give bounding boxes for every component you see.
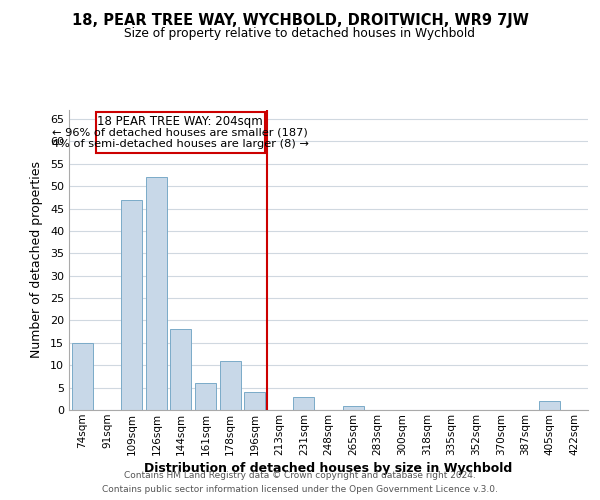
Bar: [195, 383, 216, 410]
Bar: [146, 177, 167, 410]
Bar: [121, 200, 142, 410]
Bar: [220, 360, 241, 410]
Bar: [293, 396, 314, 410]
FancyBboxPatch shape: [96, 112, 265, 152]
Bar: [343, 406, 364, 410]
Bar: [72, 343, 93, 410]
Text: Contains HM Land Registry data © Crown copyright and database right 2024.: Contains HM Land Registry data © Crown c…: [124, 472, 476, 480]
Bar: [244, 392, 265, 410]
Text: 18 PEAR TREE WAY: 204sqm: 18 PEAR TREE WAY: 204sqm: [97, 114, 263, 128]
Y-axis label: Number of detached properties: Number of detached properties: [30, 162, 43, 358]
Bar: [539, 401, 560, 410]
Text: 18, PEAR TREE WAY, WYCHBOLD, DROITWICH, WR9 7JW: 18, PEAR TREE WAY, WYCHBOLD, DROITWICH, …: [71, 12, 529, 28]
Text: 4% of semi-detached houses are larger (8) →: 4% of semi-detached houses are larger (8…: [52, 138, 309, 148]
Text: Contains public sector information licensed under the Open Government Licence v.: Contains public sector information licen…: [102, 484, 498, 494]
X-axis label: Distribution of detached houses by size in Wychbold: Distribution of detached houses by size …: [145, 462, 512, 475]
Text: Size of property relative to detached houses in Wychbold: Size of property relative to detached ho…: [125, 28, 476, 40]
Text: ← 96% of detached houses are smaller (187): ← 96% of detached houses are smaller (18…: [52, 128, 308, 138]
Bar: [170, 330, 191, 410]
